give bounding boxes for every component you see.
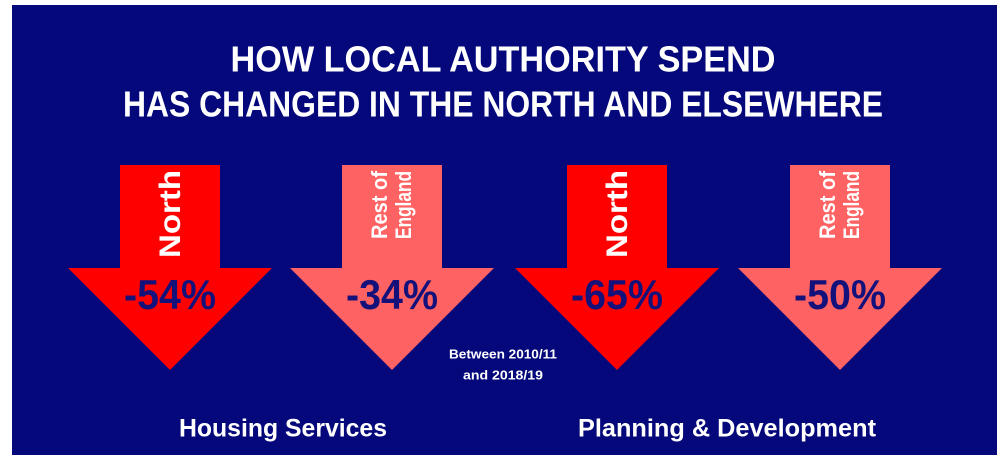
note: Between 2010/11 [449, 346, 557, 361]
group-label: Planning & Development [578, 415, 877, 443]
title-line: HOW LOCAL AUTHORITY SPEND [231, 39, 776, 80]
arrow-value: -50% [794, 271, 886, 318]
title-line: HAS CHANGED IN THE NORTH AND ELSEWHERE [123, 84, 883, 125]
arrow [515, 165, 719, 370]
note: and 2018/19 [463, 367, 543, 382]
arrow-label: England [391, 171, 416, 239]
arrow-label: Rest of [367, 170, 392, 239]
arrow-label: Rest of [815, 170, 840, 239]
arrow-value: -65% [571, 271, 663, 318]
arrow [738, 165, 942, 370]
arrow-value: -34% [346, 271, 438, 318]
arrow-label: England [839, 171, 864, 239]
arrow [290, 165, 494, 370]
arrow [68, 165, 272, 370]
arrow-label: North [154, 170, 187, 258]
arrow-label: North [601, 170, 634, 258]
arrow-value: -54% [124, 271, 216, 318]
group-label: Housing Services [179, 415, 387, 443]
